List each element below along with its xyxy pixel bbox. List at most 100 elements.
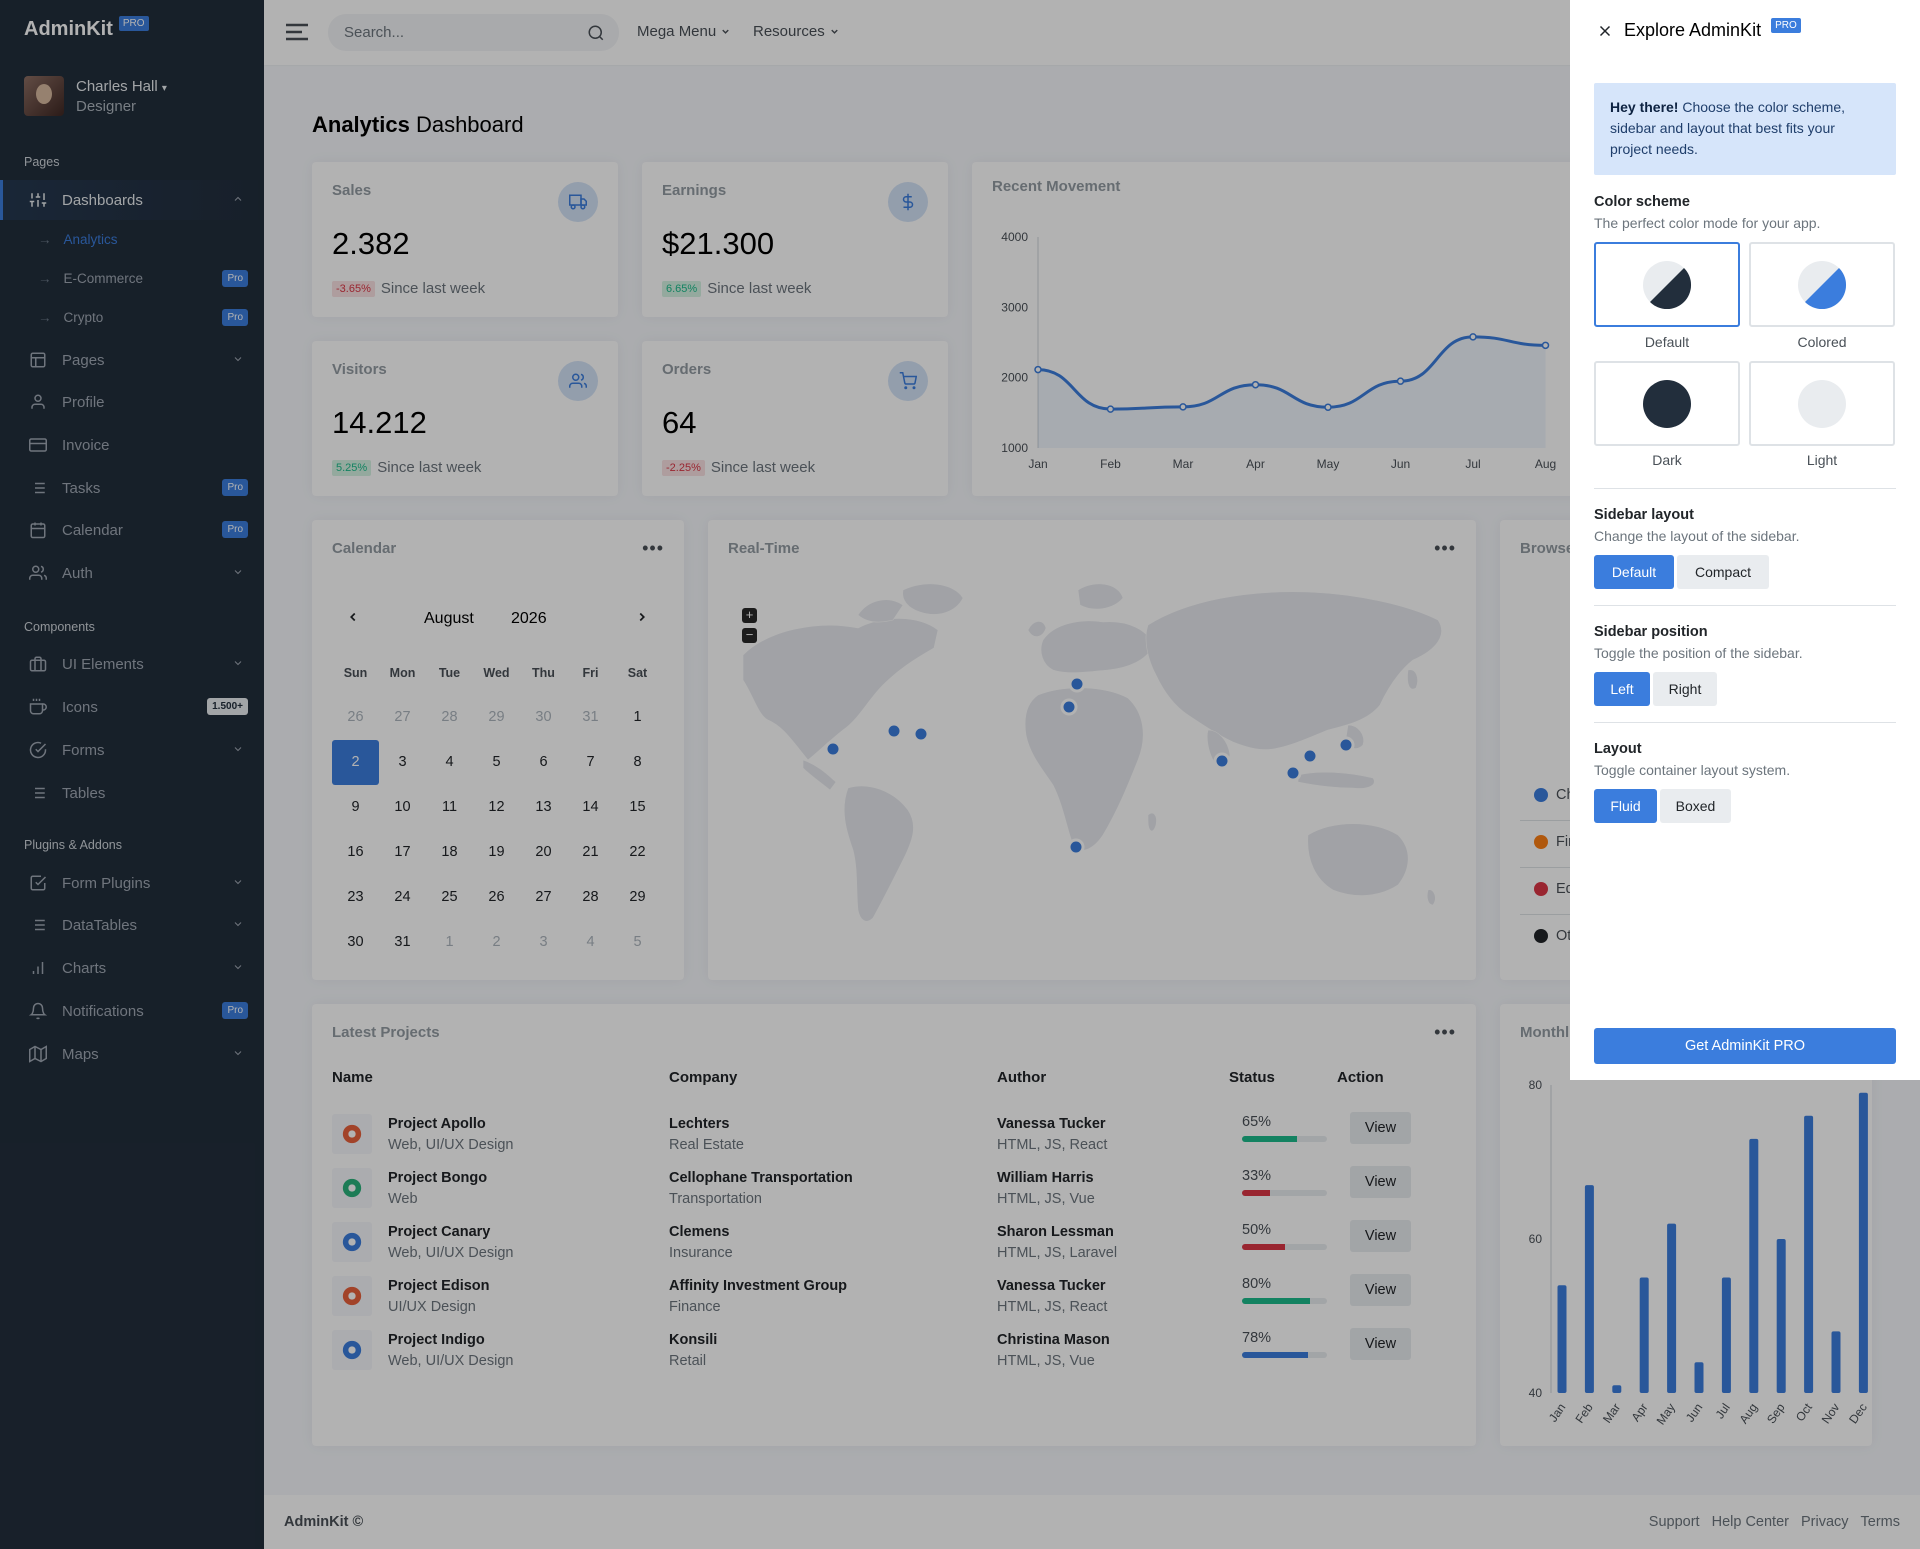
calendar-day[interactable]: 27 <box>535 889 552 905</box>
search-input[interactable]: Search... <box>328 14 619 51</box>
calendar-day[interactable]: 26 <box>488 889 505 905</box>
footer-link-support[interactable]: Support <box>1648 1514 1700 1530</box>
calendar-day[interactable]: 5 <box>633 934 642 950</box>
sidebar-item-charts[interactable]: Charts <box>0 948 264 988</box>
calendar-day[interactable]: 30 <box>347 934 364 950</box>
more-options-icon[interactable]: ••• <box>642 538 664 558</box>
sidebar-item-calendar[interactable]: Calendar Pro <box>0 510 264 550</box>
get-pro-button[interactable]: Get AdminKit PRO <box>1594 1028 1896 1064</box>
calendar-day[interactable]: 19 <box>488 844 505 860</box>
scheme-option-colored[interactable] <box>1749 242 1895 327</box>
calendar-day[interactable]: 24 <box>394 889 411 905</box>
calendar-day[interactable]: 26 <box>347 709 364 725</box>
calendar-day[interactable]: 3 <box>539 934 548 950</box>
sidebar-position-left-button[interactable]: Left <box>1594 672 1650 706</box>
calendar-day[interactable]: 29 <box>488 709 505 725</box>
footer-link-terms[interactable]: Terms <box>1860 1514 1900 1530</box>
calendar-day[interactable]: 13 <box>535 799 552 815</box>
view-button[interactable]: View <box>1350 1220 1411 1252</box>
sidebar-item-icons[interactable]: Icons 1.500+ <box>0 687 264 727</box>
col-header-action[interactable]: Action <box>1337 1069 1384 1086</box>
more-options-icon[interactable]: ••• <box>1434 538 1456 558</box>
sidebar-item-maps[interactable]: Maps <box>0 1034 264 1074</box>
chevron-right-icon[interactable] <box>635 610 649 624</box>
calendar-day[interactable]: 2 <box>332 740 379 785</box>
footer-brand[interactable]: AdminKit © <box>284 1514 364 1530</box>
calendar-day[interactable]: 20 <box>535 844 552 860</box>
view-button[interactable]: View <box>1350 1274 1411 1306</box>
zoom-in-button[interactable]: + <box>742 608 757 623</box>
map-marker[interactable] <box>1213 752 1231 770</box>
project-name[interactable]: Project Apollo <box>388 1116 486 1132</box>
sidebar-layout-compact-button[interactable]: Compact <box>1677 555 1769 589</box>
bar[interactable] <box>1749 1138 1759 1393</box>
bar[interactable] <box>1858 1092 1868 1393</box>
sidebar-position-right-button[interactable]: Right <box>1653 672 1717 706</box>
search-icon[interactable] <box>587 24 605 42</box>
calendar-day[interactable]: 1 <box>445 934 454 950</box>
sidebar-item-notifications[interactable]: Notifications Pro <box>0 991 264 1031</box>
sidebar-item-tasks[interactable]: Tasks Pro <box>0 468 264 508</box>
calendar-day[interactable]: 1 <box>633 709 642 725</box>
sidebar-item-profile[interactable]: Profile <box>0 382 264 422</box>
bar[interactable] <box>1694 1362 1704 1393</box>
world-map[interactable] <box>708 520 1476 980</box>
calendar-day[interactable]: 10 <box>394 799 411 815</box>
calendar-day[interactable]: 7 <box>586 754 595 770</box>
sidebar-item-invoice[interactable]: Invoice <box>0 425 264 465</box>
layout-boxed-button[interactable]: Boxed <box>1660 789 1731 823</box>
calendar-month[interactable]: August <box>424 610 474 627</box>
map-marker[interactable] <box>1060 698 1078 716</box>
col-header-company[interactable]: Company <box>669 1069 738 1086</box>
bar[interactable] <box>1831 1331 1841 1393</box>
chevron-left-icon[interactable] <box>346 610 360 624</box>
map-marker[interactable] <box>1284 764 1302 782</box>
calendar-day[interactable]: 21 <box>582 844 599 860</box>
sidebar-subitem-analytics[interactable]: → Analytics <box>38 231 118 247</box>
col-header-name[interactable]: Name <box>332 1069 373 1086</box>
sidebar-item-ui-elements[interactable]: UI Elements <box>0 644 264 684</box>
bar[interactable] <box>1804 1115 1814 1393</box>
calendar-day[interactable]: 18 <box>441 844 458 860</box>
map-marker[interactable] <box>1337 736 1355 754</box>
sidebar-subitem-ecommerce[interactable]: → E-Commerce Pro <box>0 259 264 297</box>
col-header-author[interactable]: Author <box>997 1069 1047 1086</box>
calendar-day[interactable]: 27 <box>394 709 411 725</box>
view-button[interactable]: View <box>1350 1112 1411 1144</box>
zoom-out-button[interactable]: − <box>742 628 757 643</box>
calendar-day[interactable]: 30 <box>535 709 552 725</box>
bar[interactable] <box>1639 1277 1649 1394</box>
calendar-day[interactable]: 14 <box>582 799 599 815</box>
calendar-day[interactable]: 11 <box>441 799 458 815</box>
sidebar-item-datatables[interactable]: DataTables <box>0 905 264 945</box>
sidebar-item-forms[interactable]: Forms <box>0 730 264 770</box>
sidebar-item-form-plugins[interactable]: Form Plugins <box>0 863 264 903</box>
resources-dropdown[interactable]: Resources <box>753 23 840 40</box>
calendar-day[interactable]: 3 <box>398 754 407 770</box>
sidebar-item-auth[interactable]: Auth <box>0 553 264 593</box>
calendar-day[interactable]: 9 <box>351 799 360 815</box>
sidebar-item-tables[interactable]: Tables <box>0 773 264 813</box>
calendar-year[interactable]: 2026 <box>511 610 547 627</box>
calendar-day[interactable]: 5 <box>492 754 501 770</box>
project-name[interactable]: Project Edison <box>388 1278 490 1294</box>
calendar-day[interactable]: 4 <box>445 754 454 770</box>
calendar-day[interactable]: 29 <box>629 889 646 905</box>
calendar-day[interactable]: 28 <box>441 709 458 725</box>
calendar-day[interactable]: 23 <box>347 889 364 905</box>
view-button[interactable]: View <box>1350 1166 1411 1198</box>
project-name[interactable]: Project Bongo <box>388 1170 488 1186</box>
more-options-icon[interactable]: ••• <box>1434 1022 1456 1042</box>
mega-menu-dropdown[interactable]: Mega Menu <box>637 23 731 40</box>
calendar-day[interactable]: 22 <box>629 844 646 860</box>
calendar-day[interactable]: 8 <box>633 754 642 770</box>
scheme-option-light[interactable] <box>1749 361 1895 446</box>
view-button[interactable]: View <box>1350 1328 1411 1360</box>
col-header-status[interactable]: Status <box>1229 1069 1275 1086</box>
bar[interactable] <box>1584 1185 1594 1393</box>
layout-fluid-button[interactable]: Fluid <box>1594 789 1657 823</box>
bar[interactable] <box>1721 1277 1731 1394</box>
sidebar-subitem-crypto[interactable]: → Crypto Pro <box>0 298 264 336</box>
map-marker[interactable] <box>885 722 903 740</box>
bar[interactable] <box>1557 1285 1567 1393</box>
